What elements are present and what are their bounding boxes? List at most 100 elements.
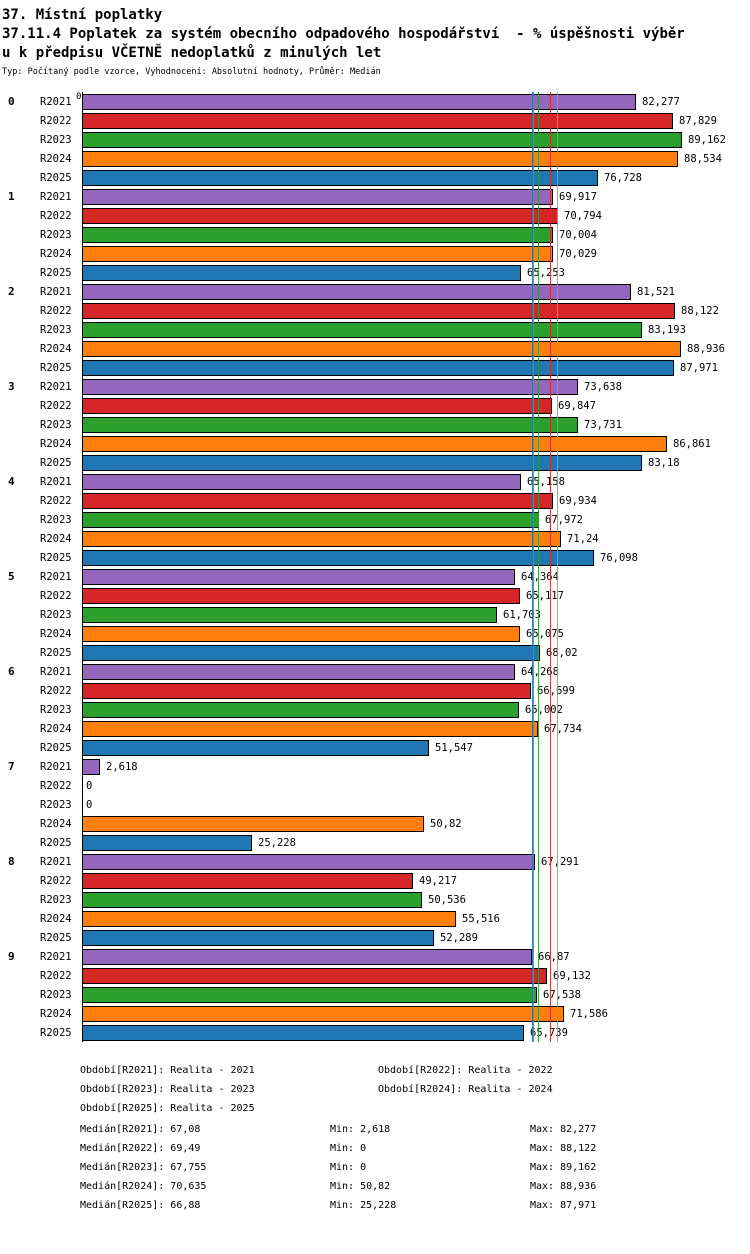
group-label: 7	[8, 760, 15, 773]
bar	[82, 531, 561, 547]
stat-min: Min: 50,82	[330, 1181, 391, 1192]
series-label: R2024	[40, 248, 72, 260]
series-label: R2024	[40, 628, 72, 640]
bar-value-label: 66,699	[537, 685, 575, 697]
stat-min: Min: 25,228	[330, 1200, 397, 1211]
bar-value-label: 88,534	[684, 153, 722, 165]
bar-value-label: 0	[86, 780, 93, 792]
series-label: R2024	[40, 913, 72, 925]
stat-min: Min: 0	[330, 1143, 367, 1154]
bar	[82, 170, 598, 186]
bar-value-label: 88,936	[687, 343, 725, 355]
series-label: R2023	[40, 514, 72, 526]
bar-row: R2024 88,534	[0, 149, 750, 168]
series-label: R2023	[40, 989, 72, 1001]
bar	[82, 664, 515, 680]
bar-value-label: 83,193	[648, 324, 686, 336]
series-label: R2022	[40, 970, 72, 982]
bar	[82, 113, 673, 129]
series-label: R2024	[40, 533, 72, 545]
bar-row: R2025 83,18	[0, 453, 750, 472]
stats-row: Medián[R2025]: 66,88 Min: 25,228 Max: 87…	[0, 1197, 750, 1216]
bar-row: R2022 87,829	[0, 111, 750, 130]
series-label: R2024	[40, 1008, 72, 1020]
bar-value-label: 51,547	[435, 742, 473, 754]
bar-row: R2023 0	[0, 795, 750, 814]
bar-row: R2023 70,004	[0, 225, 750, 244]
bar	[82, 227, 553, 243]
bar	[82, 930, 434, 946]
median-line	[550, 92, 551, 1042]
bar	[82, 987, 537, 1003]
series-label: R2021	[40, 571, 72, 583]
bar	[82, 626, 520, 642]
bar-row: R2022 69,132	[0, 966, 750, 985]
bar-value-label: 69,917	[559, 191, 597, 203]
series-label: R2023	[40, 894, 72, 906]
bar-row: R2022 0	[0, 776, 750, 795]
stat-median: Medián[R2025]: 66,88	[80, 1200, 201, 1211]
bar-row: 7 R2021 2,618	[0, 757, 750, 776]
bar-value-label: 65,002	[525, 704, 563, 716]
series-label: R2021	[40, 761, 72, 773]
bar	[82, 208, 558, 224]
bar-value-label: 65,075	[526, 628, 564, 640]
bar	[82, 284, 631, 300]
bar-value-label: 55,516	[462, 913, 500, 925]
stats-row: Medián[R2022]: 69,49 Min: 0 Max: 88,122	[0, 1140, 750, 1159]
chart-subtitle-line-2: u k předpisu VČETNĚ nedoplatků z minulýc…	[2, 45, 382, 61]
stats-row: Medián[R2023]: 67,755 Min: 0 Max: 89,162	[0, 1159, 750, 1178]
bar	[82, 322, 642, 338]
series-label: R2025	[40, 1027, 72, 1039]
bar-row: 6 R2021 64,268	[0, 662, 750, 681]
bar-value-label: 50,82	[430, 818, 462, 830]
bar-row: 1 R2021 69,917	[0, 187, 750, 206]
report-header: 37. Místní poplatky 37.11.4 Poplatek za …	[0, 0, 750, 78]
bar-value-label: 87,829	[679, 115, 717, 127]
bar-value-label: 68,02	[546, 647, 578, 659]
stat-min: Min: 2,618	[330, 1124, 391, 1135]
legend-item: Období[R2022]: Realita - 2022	[378, 1065, 553, 1076]
bar-value-label: 66,87	[538, 951, 570, 963]
bar-value-label: 65,158	[527, 476, 565, 488]
bar	[82, 398, 552, 414]
stats-row: Medián[R2024]: 70,635 Min: 50,82 Max: 88…	[0, 1178, 750, 1197]
series-label: R2022	[40, 400, 72, 412]
bar-row: 2 R2021 81,521	[0, 282, 750, 301]
bar-value-label: 69,934	[559, 495, 597, 507]
series-label: R2025	[40, 552, 72, 564]
bar	[82, 949, 532, 965]
bar-chart: 0 0 R2021 82,277 R2022 87,829 R2023 89,162 R202…	[0, 92, 750, 1042]
legend-item: Období[R2021]: Realita - 2021	[80, 1065, 255, 1076]
series-label: R2023	[40, 324, 72, 336]
series-label: R2024	[40, 723, 72, 735]
series-label: R2025	[40, 457, 72, 469]
bar-row: 8 R2021 67,291	[0, 852, 750, 871]
bar-row: R2025 76,728	[0, 168, 750, 187]
bar	[82, 455, 642, 471]
bar	[82, 740, 429, 756]
stat-max: Max: 88,122	[530, 1143, 597, 1154]
bar-row: R2023 65,002	[0, 700, 750, 719]
legend-item: Období[R2025]: Realita - 2025	[80, 1103, 255, 1114]
bar-row: R2024 50,82	[0, 814, 750, 833]
series-label: R2022	[40, 780, 72, 792]
bar-value-label: 49,217	[419, 875, 457, 887]
bar-value-label: 65,739	[530, 1027, 568, 1039]
bar-row: R2023 67,972	[0, 510, 750, 529]
stat-median: Medián[R2023]: 67,755	[80, 1162, 207, 1173]
series-label: R2021	[40, 856, 72, 868]
median-line	[557, 92, 558, 1042]
legend-row: Období[R2021]: Realita - 2021 Období[R20…	[0, 1062, 750, 1081]
bar-value-label: 83,18	[648, 457, 680, 469]
bar-row: 4 R2021 65,158	[0, 472, 750, 491]
bar-row: R2024 67,734	[0, 719, 750, 738]
bar-row: R2024 65,075	[0, 624, 750, 643]
bar-row: R2024 71,586	[0, 1004, 750, 1023]
bar	[82, 645, 540, 661]
stat-max: Max: 87,971	[530, 1200, 597, 1211]
stat-max: Max: 89,162	[530, 1162, 597, 1173]
series-label: R2021	[40, 381, 72, 393]
bar-row: 3 R2021 73,638	[0, 377, 750, 396]
